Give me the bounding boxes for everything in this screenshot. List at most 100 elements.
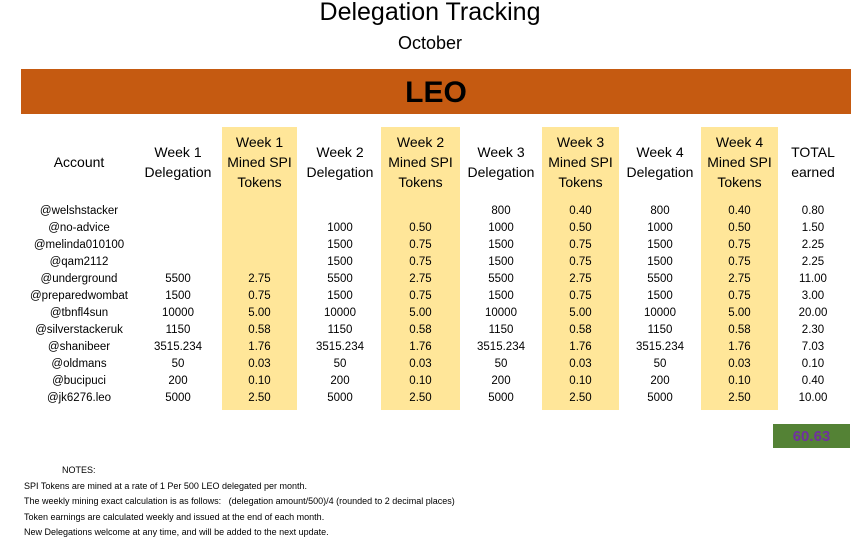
cell-week2-mined: 0.10 — [409, 375, 432, 387]
delegation-table-body: @welshstacker 800 0.40 800 0.40 0.80 @no… — [0, 203, 860, 407]
cell-week2-delegation: 1500 — [327, 290, 353, 302]
cell-total: 20.00 — [798, 307, 828, 319]
cell-week2-delegation: 50 — [333, 358, 347, 370]
header-week3-mined: Week 3 Mined SPI Tokens — [548, 134, 613, 190]
cell-week3-mined: 0.75 — [569, 290, 592, 302]
cell-week3-delegation: 3515.234 — [477, 341, 525, 353]
cell-week2-mined: 2.75 — [409, 273, 432, 285]
cell-account: @qam2112 — [49, 256, 109, 268]
note-line: The weekly mining exact calculation is a… — [24, 496, 455, 506]
cell-week4-mined: 2.75 — [728, 273, 751, 285]
cell-week2-delegation: 1150 — [327, 324, 353, 336]
notes-heading: NOTES: — [62, 465, 96, 475]
cell-account: @melinda010100 — [33, 239, 125, 251]
cell-week4-delegation: 200 — [650, 375, 670, 387]
cell-week4-delegation: 5000 — [647, 392, 673, 404]
cell-account: @no-advice — [48, 222, 110, 234]
cell-week3-mined: 0.40 — [569, 205, 592, 217]
cell-total: 0.40 — [801, 375, 825, 387]
cell-account: @bucipuci — [52, 375, 106, 387]
cell-account: @preparedwombat — [30, 290, 128, 302]
grand-total: 60.63 — [773, 424, 850, 448]
cell-week1-delegation: 200 — [168, 375, 188, 387]
cell-week2-mined: 2.50 — [409, 392, 432, 404]
header-week1-mined: Week 1 Mined SPI Tokens — [227, 134, 292, 190]
cell-week4-mined: 1.76 — [728, 341, 751, 353]
header-total-earned: TOTAL earned — [791, 144, 835, 180]
table-row: @melinda010100 1500 0.75 1500 0.75 1500 … — [0, 237, 860, 254]
cell-week3-delegation: 800 — [491, 205, 511, 217]
cell-account: @jk6276.leo — [46, 392, 112, 404]
cell-total: 11.00 — [799, 273, 827, 285]
cell-week4-mined: 0.75 — [728, 290, 751, 302]
cell-week2-mined: 0.75 — [409, 239, 432, 251]
cell-week4-delegation: 1500 — [647, 256, 673, 268]
cell-week2-mined: 0.58 — [409, 324, 432, 336]
cell-week3-delegation: 1500 — [488, 290, 514, 302]
cell-week1-mined: 2.75 — [248, 273, 271, 285]
cell-week2-mined: 1.76 — [409, 341, 432, 353]
cell-week3-delegation: 1500 — [488, 256, 514, 268]
cell-week4-mined: 2.50 — [728, 392, 751, 404]
cell-week2-mined: 0.50 — [409, 222, 432, 234]
week2-mined-column-highlight — [381, 127, 460, 410]
cell-week2-delegation: 3515.234 — [316, 341, 364, 353]
header-week1-delegation: Week 1 Delegation — [144, 144, 212, 180]
cell-total: 7.03 — [801, 341, 825, 353]
table-row: @no-advice 1000 0.50 1000 0.50 1000 0.50… — [0, 220, 860, 237]
cell-week2-delegation: 1500 — [327, 256, 353, 268]
cell-week3-delegation: 1500 — [488, 239, 514, 251]
cell-account: @welshstacker — [39, 205, 119, 217]
cell-total: 0.10 — [801, 358, 825, 370]
cell-week3-mined: 0.75 — [569, 256, 592, 268]
cell-week3-mined: 0.03 — [569, 358, 592, 370]
cell-week3-delegation: 5000 — [488, 392, 514, 404]
cell-week1-delegation: 3515.234 — [154, 341, 202, 353]
notes-section: NOTES: SPI Tokens are mined at a rate of… — [24, 463, 455, 541]
cell-week4-mined: 0.58 — [728, 324, 751, 336]
cell-week3-delegation: 10000 — [485, 307, 517, 319]
table-row: @qam2112 1500 0.75 1500 0.75 1500 0.75 2… — [0, 254, 860, 271]
page-title: Delegation Tracking — [319, 0, 541, 26]
header-week4-mined: Week 4 Mined SPI Tokens — [707, 134, 772, 190]
cell-week4-mined: 0.75 — [728, 256, 751, 268]
cell-week2-mined: 0.75 — [409, 290, 432, 302]
cell-week4-delegation: 1000 — [647, 222, 673, 234]
token-banner: LEO — [21, 69, 851, 114]
cell-week4-mined: 0.10 — [728, 375, 751, 387]
cell-total: 2.25 — [801, 256, 825, 268]
cell-week4-mined: 5.00 — [728, 307, 751, 319]
cell-week3-delegation: 1000 — [488, 222, 514, 234]
cell-week3-mined: 2.75 — [569, 273, 592, 285]
table-row: @shanibeer 3515.234 1.76 3515.234 1.76 3… — [0, 339, 860, 356]
cell-week4-delegation: 1150 — [647, 324, 673, 336]
cell-week4-mined: 0.40 — [728, 205, 751, 217]
cell-total: 2.25 — [801, 239, 825, 251]
cell-week1-delegation: 10000 — [162, 307, 194, 319]
note-line: New Delegations welcome at any time, and… — [24, 527, 329, 537]
cell-week2-mined: 0.03 — [409, 358, 432, 370]
cell-week1-mined: 0.03 — [248, 358, 271, 370]
week4-mined-column-highlight — [701, 127, 778, 410]
cell-week1-delegation: 5500 — [165, 273, 191, 285]
table-row: @oldmans 50 0.03 50 0.03 50 0.03 50 0.03… — [0, 356, 860, 373]
cell-week4-delegation: 3515.234 — [636, 341, 684, 353]
cell-week1-mined: 0.10 — [248, 375, 271, 387]
table-row: @welshstacker 800 0.40 800 0.40 0.80 — [0, 203, 860, 220]
header-week3-delegation: Week 3 Delegation — [467, 144, 535, 180]
cell-week4-mined: 0.03 — [728, 358, 751, 370]
note-line: SPI Tokens are mined at a rate of 1 Per … — [24, 480, 308, 491]
cell-week3-delegation: 200 — [491, 375, 511, 387]
cell-week2-delegation: 5500 — [327, 273, 353, 285]
cell-account: @oldmans — [51, 358, 107, 370]
cell-week3-mined: 2.50 — [569, 392, 592, 404]
cell-week1-mined: 0.58 — [248, 324, 271, 336]
week1-mined-column-highlight — [222, 127, 297, 410]
cell-week4-delegation: 10000 — [644, 307, 676, 319]
table-row: @preparedwombat 1500 0.75 1500 0.75 1500… — [0, 288, 860, 305]
table-row: @underground 5500 2.75 5500 2.75 5500 2.… — [0, 271, 860, 288]
cell-week3-mined: 5.00 — [569, 307, 592, 319]
cell-week1-mined: 0.75 — [248, 290, 271, 302]
header-week4-delegation: Week 4 Delegation — [626, 144, 694, 180]
cell-week1-mined: 2.50 — [248, 392, 271, 404]
